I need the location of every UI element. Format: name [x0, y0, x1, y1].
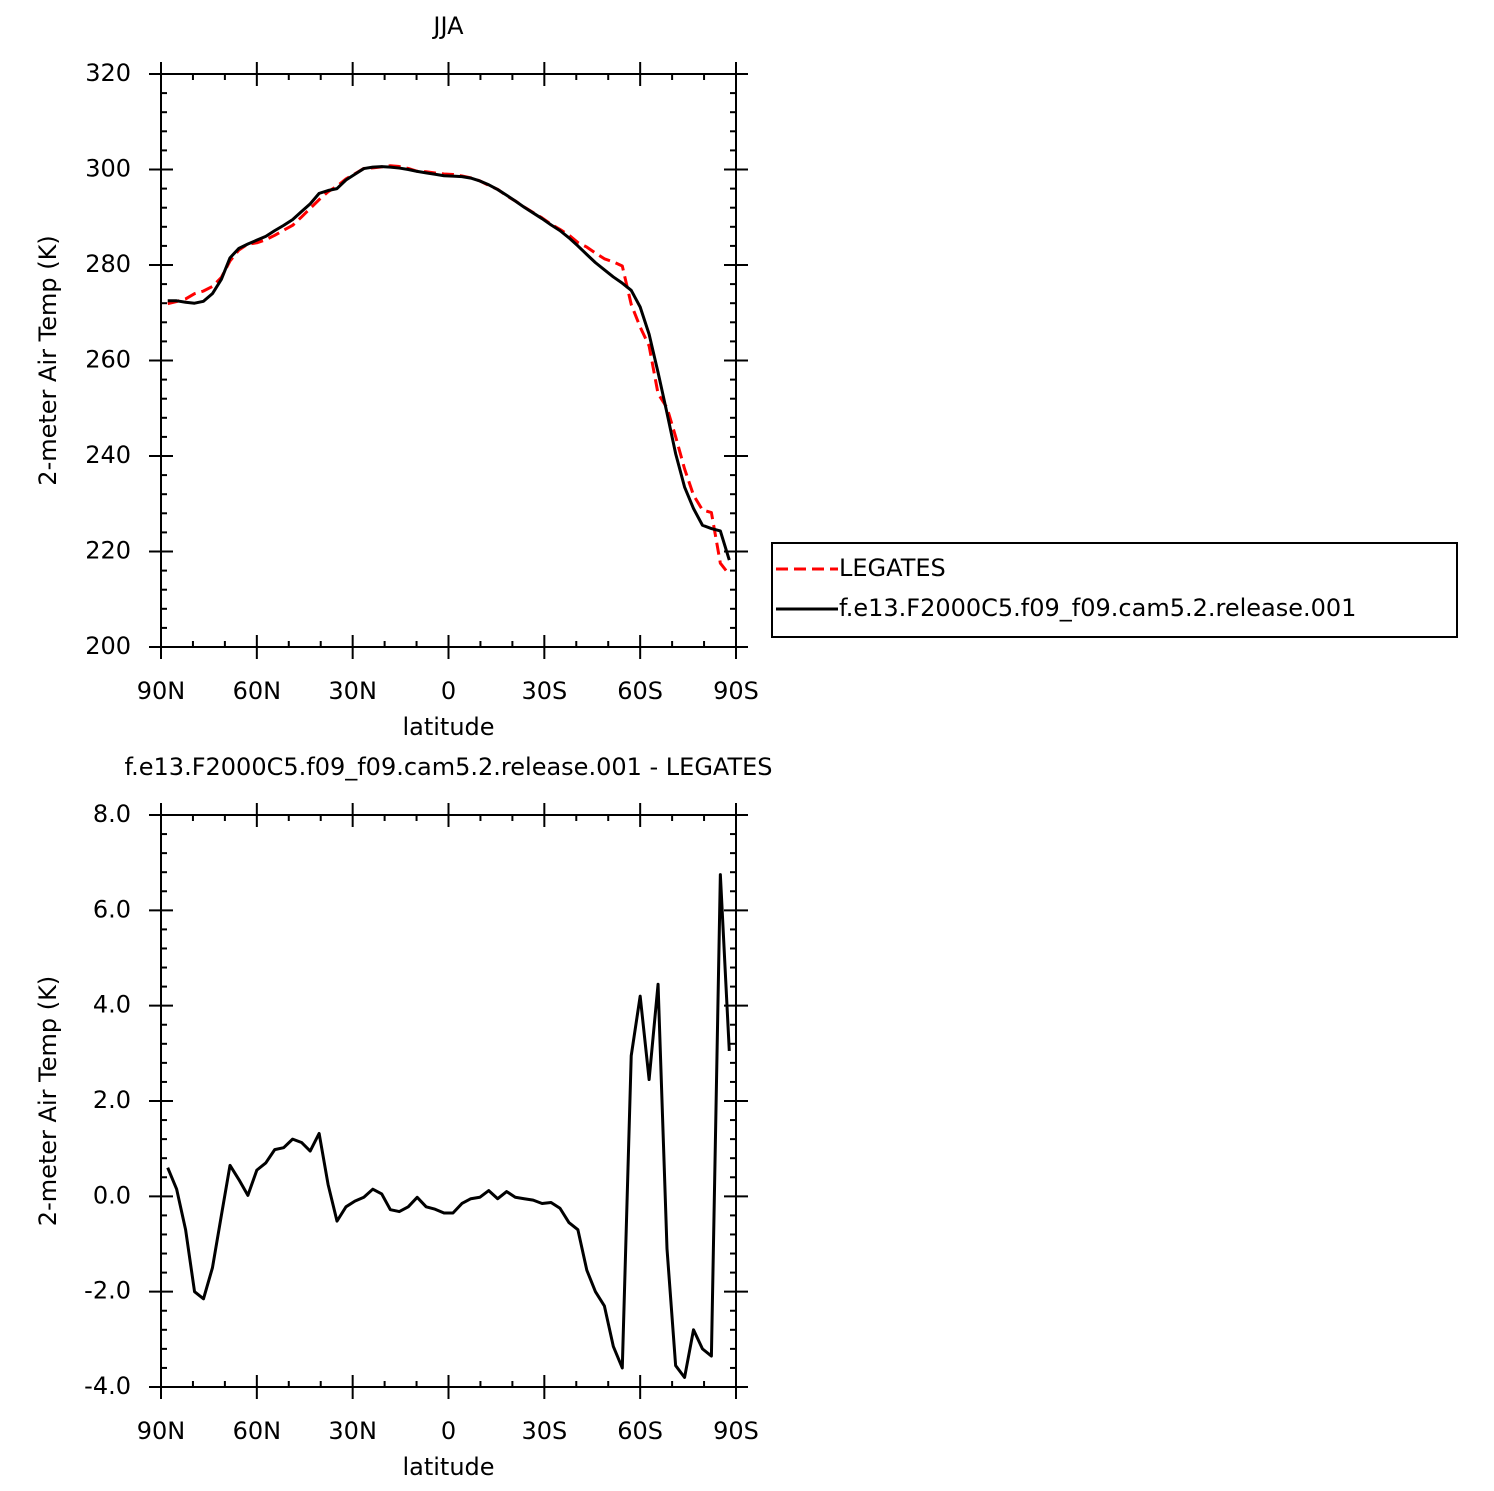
chart-title: f.e13.F2000C5.f09_f09.cam5.2.release.001…: [124, 753, 772, 781]
y-tick-label: 8.0: [93, 800, 131, 828]
x-axis-label: latitude: [402, 1453, 494, 1481]
data-line: [167, 165, 731, 561]
y-tick-label: -4.0: [84, 1372, 131, 1400]
y-tick-label: 220: [85, 537, 131, 565]
x-tick-label: 60N: [233, 677, 282, 705]
x-tick-label: 30S: [521, 1417, 567, 1445]
x-tick-label: 0: [441, 677, 456, 705]
x-tick-label: 90S: [713, 1417, 759, 1445]
data-line: [166, 873, 731, 1379]
data-line: [167, 164, 731, 576]
plot-frame: [160, 73, 737, 648]
x-tick-label: 60S: [617, 1417, 663, 1445]
x-tick-label: 90S: [713, 677, 759, 705]
legend-box: [771, 542, 1458, 638]
x-tick-label: 90N: [137, 1417, 186, 1445]
y-axis-label: 2-meter Air Temp (K): [34, 976, 62, 1226]
x-axis-label: latitude: [402, 713, 494, 741]
legend-label: LEGATES: [839, 554, 946, 582]
chart-title: JJA: [431, 12, 464, 40]
y-tick-label: 0.0: [93, 1181, 131, 1209]
x-tick-label: 30N: [328, 677, 377, 705]
y-axis-label: 2-meter Air Temp (K): [34, 235, 62, 485]
x-tick-label: 90N: [137, 677, 186, 705]
x-tick-label: 60N: [233, 1417, 282, 1445]
y-tick-label: 260: [85, 346, 131, 374]
y-tick-label: 300: [85, 155, 131, 183]
y-tick-label: 4.0: [93, 991, 131, 1019]
x-tick-label: 30S: [521, 677, 567, 705]
y-tick-label: 240: [85, 441, 131, 469]
y-tick-label: 2.0: [93, 1086, 131, 1114]
y-tick-label: 6.0: [93, 895, 131, 923]
plot-frame: [160, 814, 737, 1388]
x-tick-label: 30N: [328, 1417, 377, 1445]
legend-label: f.e13.F2000C5.f09_f09.cam5.2.release.001: [839, 594, 1356, 622]
x-tick-label: 60S: [617, 677, 663, 705]
x-tick-label: 0: [441, 1417, 456, 1445]
y-tick-label: 200: [85, 632, 131, 660]
y-tick-label: 280: [85, 250, 131, 278]
y-tick-label: -2.0: [84, 1277, 131, 1305]
y-tick-label: 320: [85, 59, 131, 87]
